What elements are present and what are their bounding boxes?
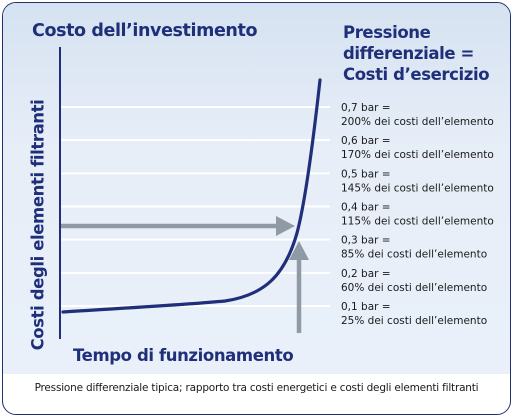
level-label-bar-6: 0,2 bar = <box>341 268 391 280</box>
chart-title: Costo dell’investimento <box>32 21 258 41</box>
x-axis-label: Tempo di funzionamento <box>73 346 294 365</box>
level-label-cost-5: 85% dei costi dell’elemento <box>341 249 487 261</box>
level-label-bar-1: 0,7 bar = <box>341 102 391 114</box>
level-label-bar-3: 0,5 bar = <box>341 168 391 180</box>
level-label-bar-2: 0,6 bar = <box>341 135 391 147</box>
right-title-line-1: Pressione <box>343 23 431 42</box>
chart-caption: Pressione differenziale tipica; rapporto… <box>34 382 479 394</box>
level-label-cost-4: 115% dei costi dell’elemento <box>341 216 494 228</box>
chart-panel <box>3 3 510 374</box>
right-title: Pressione differenziale = Costi d’eserci… <box>343 22 508 85</box>
horizontal-arrow-head <box>276 216 295 236</box>
level-label-bar-5: 0,3 bar = <box>341 235 391 247</box>
level-label-cost-2: 170% dei costi dell’elemento <box>341 149 494 161</box>
cost-curve-line <box>61 78 322 314</box>
right-title-line-3: Costi d’esercizio <box>343 65 490 84</box>
level-label-bar-4: 0,4 bar = <box>341 202 391 214</box>
level-label-cost-3: 145% dei costi dell’elemento <box>341 182 494 194</box>
level-label-bar-7: 0,1 bar = <box>341 301 391 313</box>
level-label-cost-6: 60% dei costi dell’elemento <box>341 282 487 294</box>
chart-plot: 0,7 bar = 200% dei costi dell’elemento 0,6… <box>59 47 494 339</box>
level-label-cost-7: 25% dei costi dell’elemento <box>341 315 487 327</box>
level-label-cost-1: 200% dei costi dell’elemento <box>341 116 494 128</box>
vertical-arrow-head <box>289 241 309 260</box>
right-title-line-2: differenziale = <box>343 44 474 63</box>
